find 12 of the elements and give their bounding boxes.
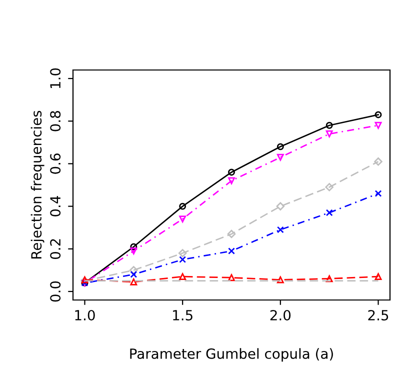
y-tick-label: 0.6 [50,154,61,174]
x-axis-title: Parameter Gumbel copula (a) [130,348,333,362]
y-tick-label: 0.4 [50,196,61,216]
x-tick-label: 1.5 [173,310,192,320]
y-tick-label: 0.8 [50,111,61,132]
x-tick-label: 2.0 [270,310,291,320]
x-tick-label: 2.5 [368,310,388,320]
y-tick-label: 0.0 [50,281,61,302]
y-tick-label: 0.2 [50,239,61,260]
y-axis-title: Rejection frequencies [30,110,44,258]
x-tick-label: 1.0 [75,310,95,320]
y-tick-label: 1.0 [50,68,61,88]
